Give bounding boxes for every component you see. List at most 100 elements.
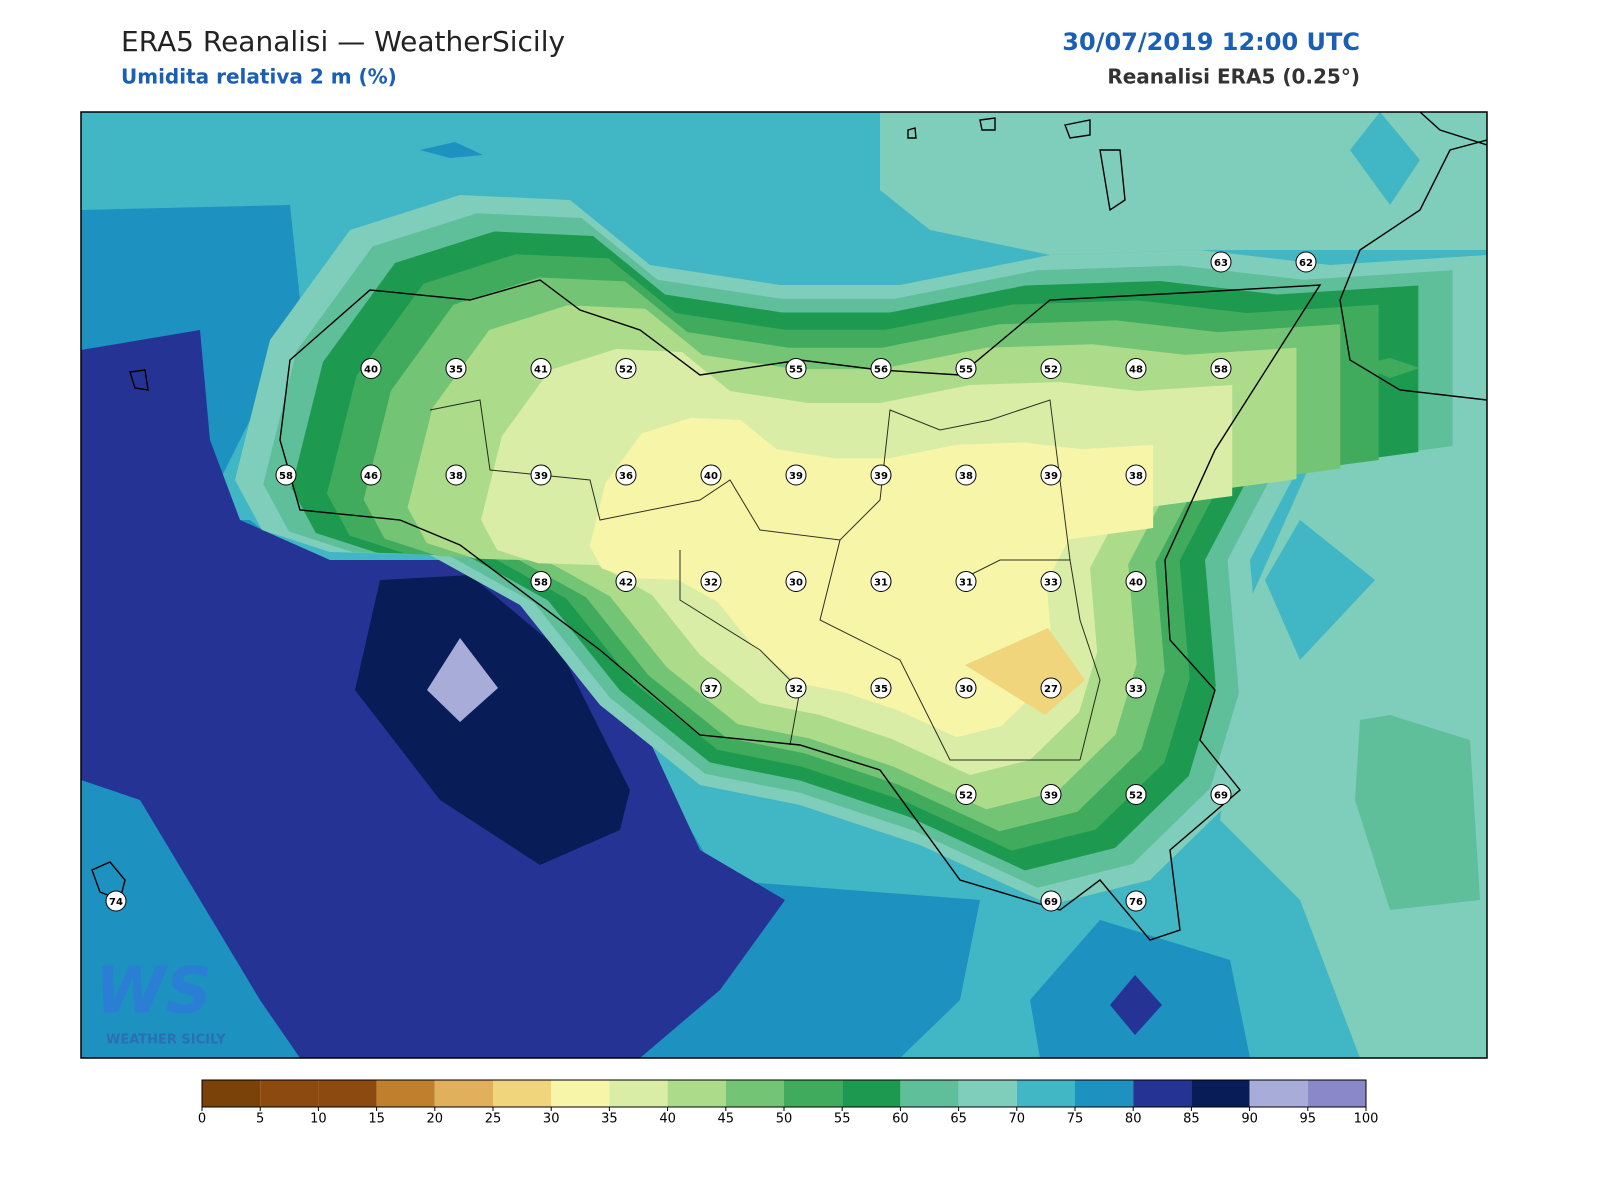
station-marker xyxy=(530,464,552,486)
colorbar-tick-label: 0 xyxy=(198,1112,206,1127)
station-marker xyxy=(1125,784,1147,805)
station-marker xyxy=(1040,677,1062,699)
colorbar-segment xyxy=(376,1080,435,1107)
station-marker xyxy=(955,358,977,379)
station-value: 76 xyxy=(1129,897,1143,908)
colorbar-segment xyxy=(551,1080,610,1107)
station-value: 40 xyxy=(364,365,378,376)
logo: WS WEATHER SICILY xyxy=(95,955,226,1048)
station-marker xyxy=(445,464,467,486)
colorbar-tick-label: 20 xyxy=(427,1112,444,1127)
logo-mark: WS xyxy=(95,955,212,1029)
station-value: 58 xyxy=(534,578,548,589)
station-value: 62 xyxy=(1299,258,1313,269)
colorbar-segment xyxy=(1191,1080,1250,1107)
station-marker xyxy=(105,890,127,912)
station-value: 27 xyxy=(1044,684,1058,695)
station-value: 52 xyxy=(959,791,973,802)
source: Reanalisi ERA5 (0.25°) xyxy=(1107,65,1360,89)
colorbar-tick-label: 25 xyxy=(485,1112,502,1127)
colorbar-tick-label: 70 xyxy=(1009,1112,1026,1127)
station-marker xyxy=(700,677,722,699)
station-value: 39 xyxy=(1044,791,1058,802)
station-marker xyxy=(955,784,977,805)
station-marker xyxy=(700,464,722,486)
station-value: 42 xyxy=(619,578,633,589)
colorbar-segment xyxy=(900,1080,959,1107)
station-value: 35 xyxy=(449,365,463,376)
colorbar-segment xyxy=(609,1080,668,1107)
station-value: 63 xyxy=(1214,258,1228,269)
station-marker xyxy=(1040,571,1062,592)
station-marker xyxy=(955,571,977,592)
station-marker xyxy=(445,358,467,379)
station-marker xyxy=(1210,784,1232,805)
station-value: 52 xyxy=(1044,365,1058,376)
coastlines xyxy=(91,112,1487,941)
station-value: 55 xyxy=(959,365,973,376)
station-marker xyxy=(1125,464,1147,486)
colorbar-tick-label: 100 xyxy=(1354,1112,1379,1127)
station-marker xyxy=(530,358,552,379)
station-value: 52 xyxy=(619,365,633,376)
station-marker xyxy=(785,358,807,379)
station-marker xyxy=(870,358,892,379)
station-marker xyxy=(1125,677,1147,699)
station-marker xyxy=(955,464,977,486)
colorbar-tick-label: 75 xyxy=(1067,1112,1084,1127)
station-marker xyxy=(615,358,637,379)
colorbar-tick-label: 35 xyxy=(601,1112,618,1127)
colorbar-tick-label: 85 xyxy=(1183,1112,1200,1127)
station-value: 58 xyxy=(1214,365,1228,376)
colorbar-segment xyxy=(260,1080,319,1107)
station-marker xyxy=(700,571,722,592)
station-value: 69 xyxy=(1044,897,1058,908)
station-value: 37 xyxy=(704,684,718,695)
colorbar-tick-label: 40 xyxy=(659,1112,676,1127)
station-value: 58 xyxy=(279,471,293,482)
station-value: 31 xyxy=(959,578,973,589)
station-marker xyxy=(615,464,637,486)
station-value: 35 xyxy=(874,684,888,695)
station-marker xyxy=(1210,358,1232,379)
title: ERA5 Reanalisi — WeatherSicily xyxy=(121,25,565,58)
station-marker xyxy=(1040,890,1062,912)
colorbar-segment xyxy=(202,1080,261,1107)
station-marker xyxy=(870,464,892,486)
station-marker xyxy=(275,464,297,486)
station-value: 46 xyxy=(364,471,378,482)
colorbar-segment xyxy=(1307,1080,1366,1107)
station-value: 33 xyxy=(1129,684,1143,695)
station-marker xyxy=(530,571,552,592)
station-value: 40 xyxy=(704,471,718,482)
station-value: 52 xyxy=(1129,791,1143,802)
colorbar-segment xyxy=(318,1080,377,1107)
station-marker xyxy=(1040,358,1062,379)
colorbar-tick-label: 10 xyxy=(310,1112,327,1127)
station-marker xyxy=(785,464,807,486)
map-frame xyxy=(80,111,1488,1059)
station-marker xyxy=(870,677,892,699)
station-marker xyxy=(1040,464,1062,486)
colorbar-tick-label: 80 xyxy=(1125,1112,1142,1127)
colorbar-tick-label: 65 xyxy=(950,1112,967,1127)
colorbar-tick-label: 45 xyxy=(718,1112,735,1127)
station-value: 40 xyxy=(1129,578,1143,589)
station-marker xyxy=(1125,571,1147,592)
colorbar-tick-label: 90 xyxy=(1241,1112,1258,1127)
station-value: 32 xyxy=(704,578,718,589)
station-marker xyxy=(1210,251,1232,273)
contour-field xyxy=(81,112,1487,1058)
station-value: 32 xyxy=(789,684,803,695)
station-marker xyxy=(955,677,977,699)
subtitle: Umidita relativa 2 m (%) xyxy=(121,65,397,89)
colorbar-segment xyxy=(1249,1080,1308,1107)
station-marker xyxy=(1295,251,1317,273)
station-value: 48 xyxy=(1129,365,1143,376)
station-marker xyxy=(615,571,637,592)
station-value: 38 xyxy=(1129,471,1143,482)
logo-subtext: WEATHER SICILY xyxy=(106,1033,226,1048)
station-labels: 63 62 40 35 41 52 55 56 55 52 48 58 58 46 38 39 36 40 39 39… xyxy=(105,251,1317,912)
